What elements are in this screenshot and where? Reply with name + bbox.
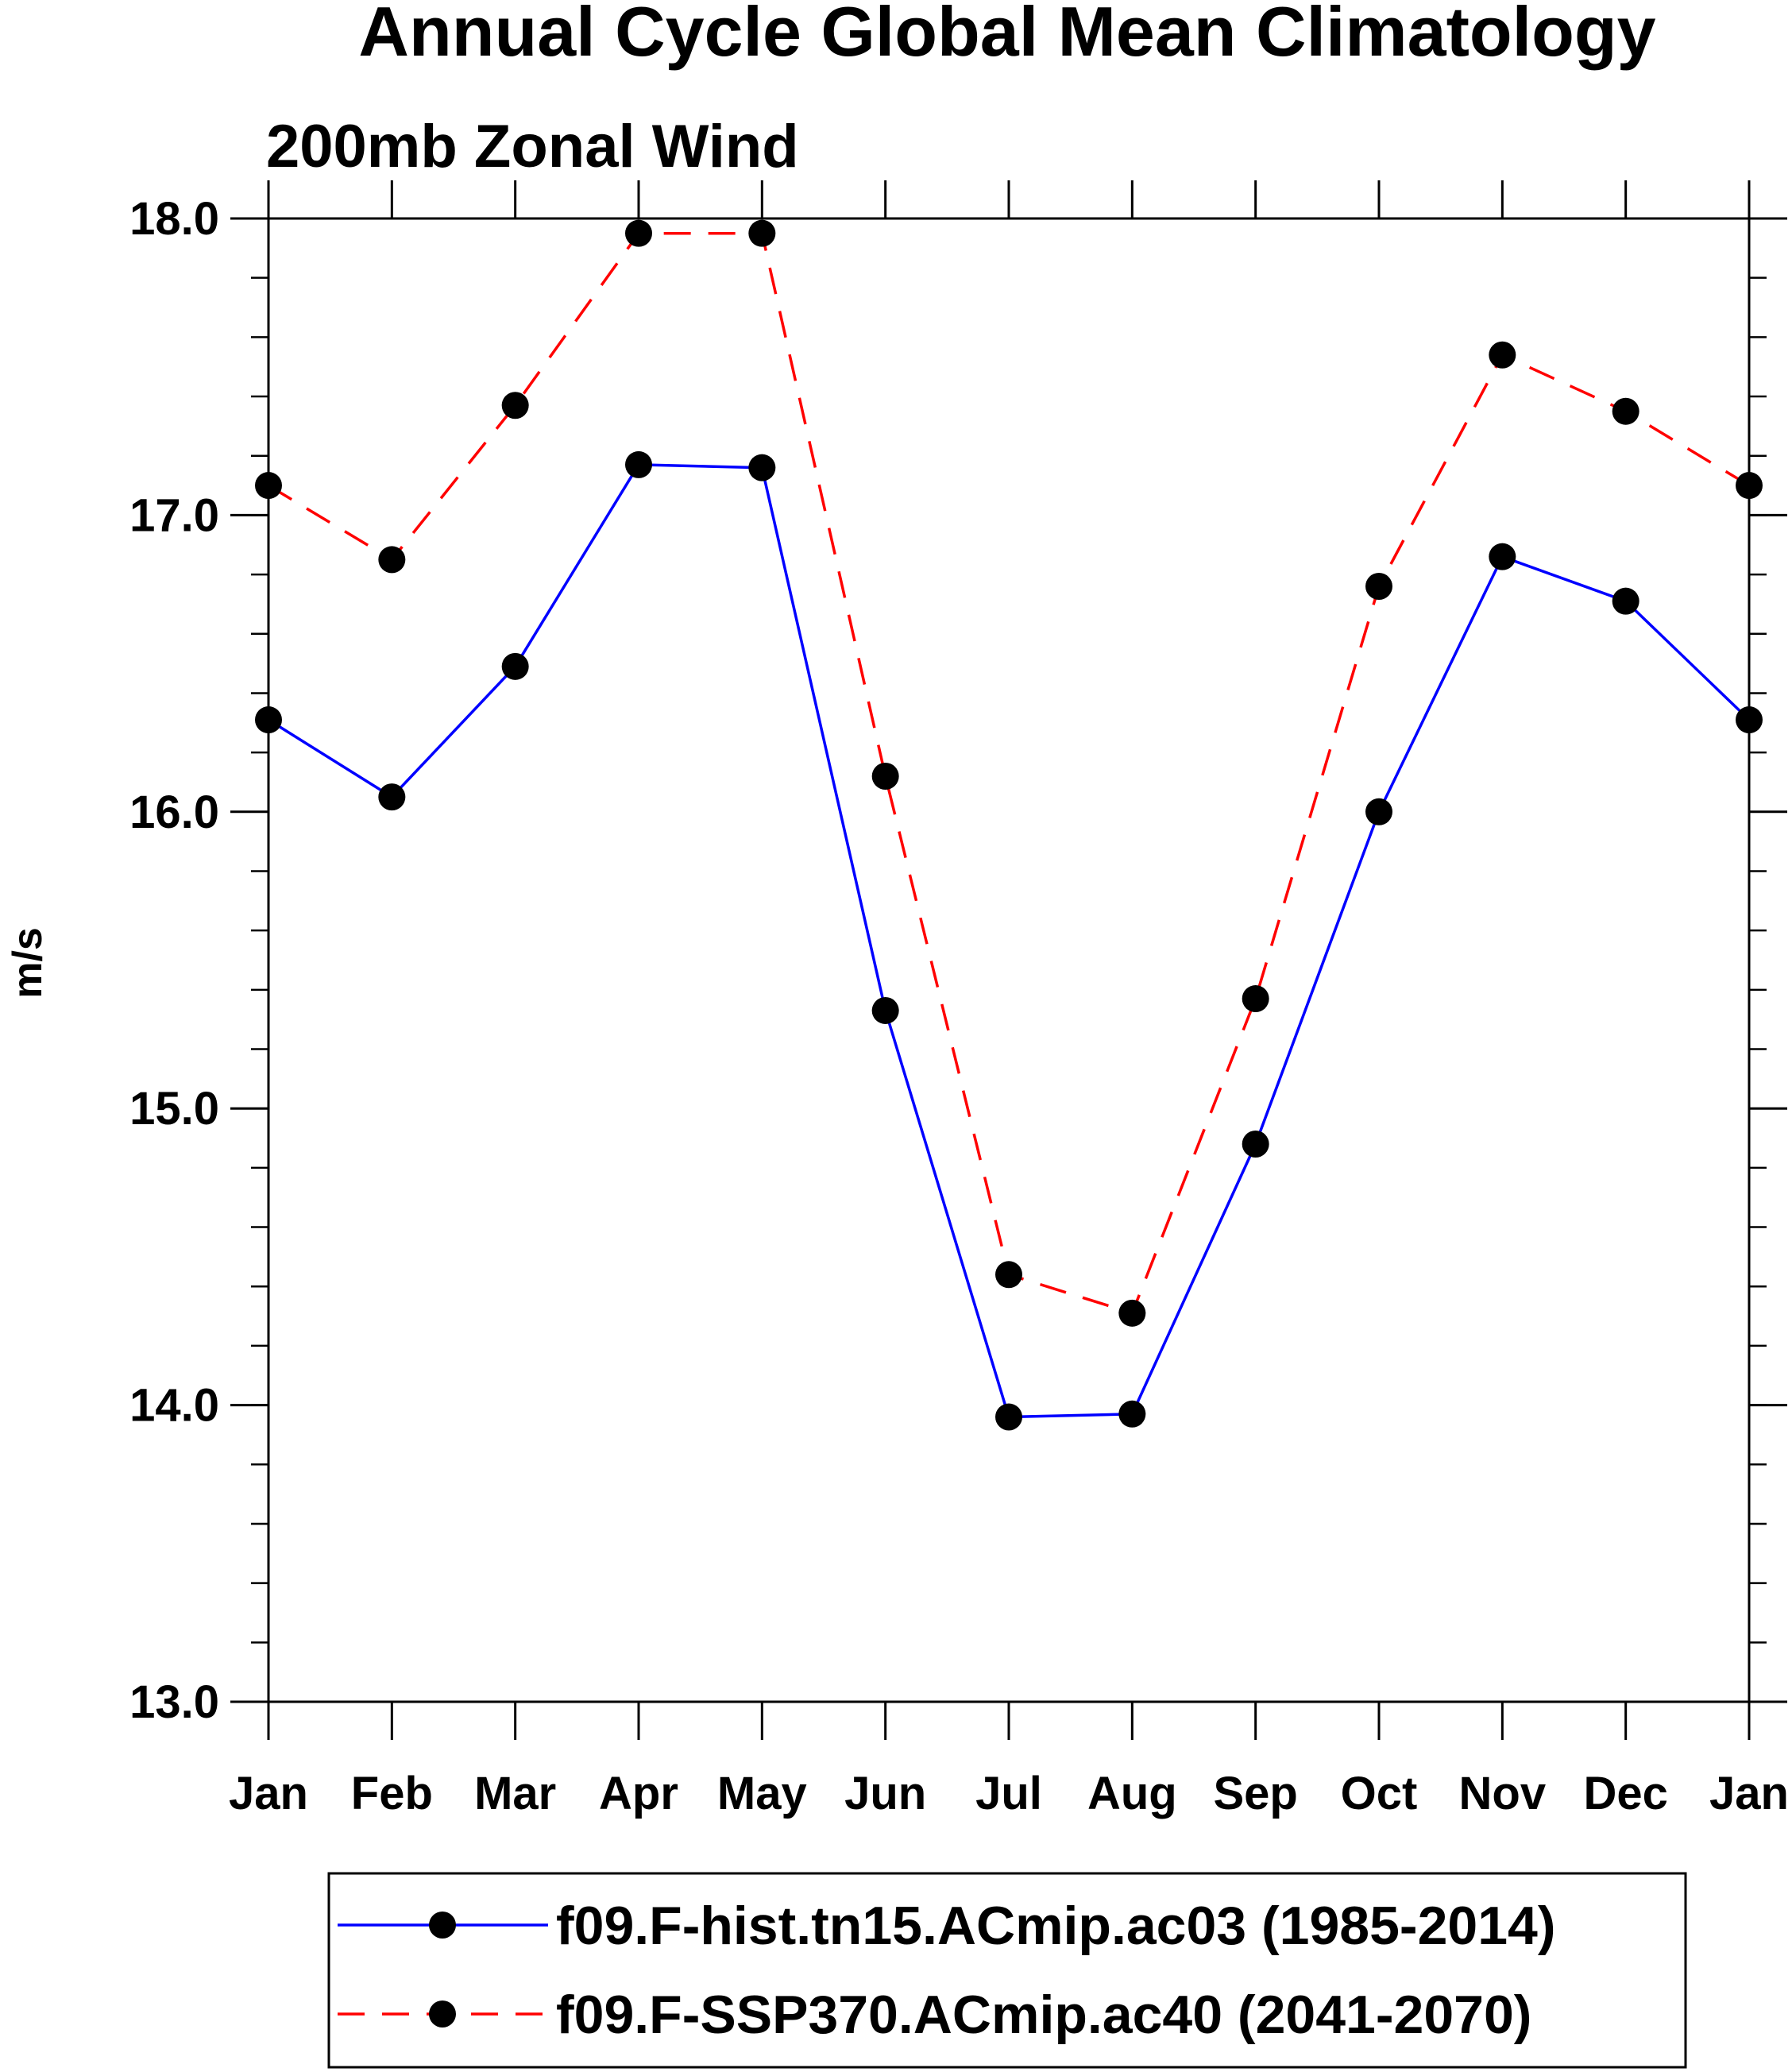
series-line-1 <box>268 231 1750 1315</box>
x-tick-label: Aug <box>1087 1768 1177 1819</box>
x-tick-label: Mar <box>474 1768 556 1819</box>
x-tick-label: May <box>717 1768 807 1819</box>
x-tick-label: Feb <box>351 1768 433 1819</box>
x-tick-label: Jun <box>844 1768 926 1819</box>
legend-marker-ssp <box>429 2000 456 2028</box>
y-tick-label: 18.0 <box>129 193 219 245</box>
series-1-point <box>255 472 282 500</box>
x-tick-label: Jul <box>975 1768 1042 1819</box>
series-1-point <box>871 762 899 790</box>
series-0-point <box>378 783 406 811</box>
y-axis-label: m/s <box>5 927 51 999</box>
x-tick-label: Oct <box>1341 1768 1418 1819</box>
series-1-point <box>1118 1299 1146 1327</box>
series-0-point <box>1242 1131 1269 1158</box>
series-0-point <box>1736 706 1763 734</box>
series-1-point <box>1489 341 1516 369</box>
legend-marker-hist <box>429 1912 456 1939</box>
series-1-point <box>995 1261 1022 1289</box>
y-tick-label: 17.0 <box>129 489 219 541</box>
y-tick-label: 16.0 <box>129 787 219 838</box>
chart-title: Annual Cycle Global Mean Climatology <box>358 0 1655 71</box>
x-tick-label: Nov <box>1459 1768 1547 1819</box>
x-tick-label: Apr <box>599 1768 678 1819</box>
x-tick-label: Jan <box>229 1768 308 1819</box>
series-0-point <box>625 450 652 478</box>
series-0-point <box>501 652 529 680</box>
series-1-point <box>625 219 652 247</box>
legend-label-hist: f09.F-hist.tn15.ACmip.ac03 (1985-2014) <box>556 1896 1556 1956</box>
legend-box <box>327 1872 1687 2069</box>
x-tick-label: Dec <box>1583 1768 1667 1819</box>
series-1-point <box>1612 397 1639 425</box>
series-0-point <box>1365 798 1392 825</box>
y-tick-label: 15.0 <box>129 1083 219 1135</box>
chart-subtitle: 200mb Zonal Wind <box>266 113 799 180</box>
series-0-point <box>1489 543 1516 570</box>
series-0-point <box>255 706 282 734</box>
series-1-point <box>501 392 529 419</box>
series-1-point <box>1242 985 1269 1013</box>
legend-label-ssp: f09.F-SSP370.ACmip.ac40 (2041-2070) <box>556 1985 1531 2045</box>
series-1-point <box>1365 573 1392 601</box>
y-tick-label: 14.0 <box>129 1380 219 1432</box>
series-0-point <box>1612 587 1639 615</box>
series-0-point <box>871 996 899 1024</box>
series-0-point <box>1118 1400 1146 1428</box>
series-0-point <box>995 1403 1022 1431</box>
series-1-point <box>378 546 406 574</box>
x-tick-label: Sep <box>1213 1768 1297 1819</box>
legend: f09.F-hist.tn15.ACmip.ac03 (1985-2014) f… <box>327 1872 1687 2069</box>
series-0-point <box>748 454 776 481</box>
x-tick-label: Jan <box>1709 1768 1789 1819</box>
y-tick-label: 13.0 <box>129 1676 219 1728</box>
plot-frame <box>267 217 1751 1703</box>
plot-area: 13.0 14.0 15.0 16.0 17.0 18.0 Jan Feb Mar Apr May J… <box>129 180 1789 1819</box>
series-1-point <box>1736 472 1763 500</box>
series-1-point <box>748 219 776 247</box>
